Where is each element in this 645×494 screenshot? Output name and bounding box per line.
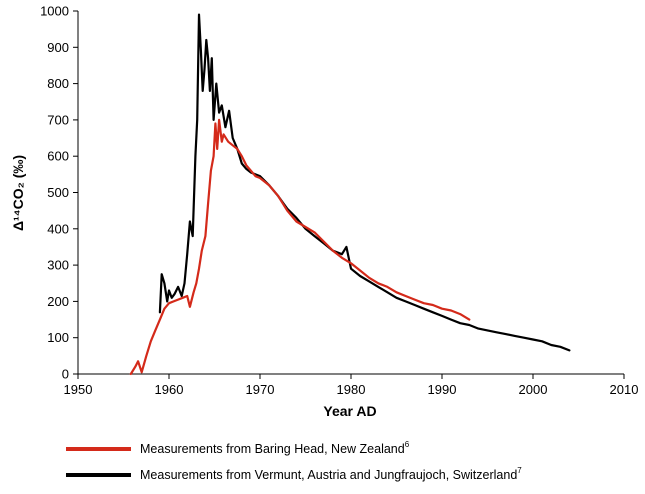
y-ticks: 0 100 200 300 400 500 600 700 800 900 1000 [40, 4, 78, 382]
y-tick-label: 200 [47, 294, 69, 309]
x-tick-label: 1980 [337, 382, 366, 397]
series-line-vermunt-jungfraujoch [158, 13, 571, 352]
legend-label: Measurements from Baring Head, New Zeala… [140, 440, 410, 456]
x-ticks: 1950 1960 1970 1980 1990 2000 2010 [64, 374, 639, 397]
legend-footnote: 7 [517, 466, 522, 475]
y-tick-label: 600 [47, 149, 69, 164]
x-tick-label: 2000 [519, 382, 548, 397]
x-tick-label: 2010 [610, 382, 639, 397]
y-axis-title: Δ¹⁴CO₂ (‰) [10, 155, 26, 231]
y-tick-label: 1000 [40, 4, 69, 19]
x-tick-label: 1960 [155, 382, 184, 397]
x-tick-label: 1990 [428, 382, 457, 397]
series-layer [129, 13, 571, 376]
x-tick-label: 1970 [246, 382, 275, 397]
legend-label-text: Measurements from Baring Head, New Zeala… [140, 442, 405, 456]
y-tick-label: 100 [47, 330, 69, 345]
x-axis-title: Year AD [323, 403, 376, 419]
series-line-baring-head [129, 118, 471, 376]
y-tick-label: 700 [47, 112, 69, 127]
legend: Measurements from Baring Head, New Zeala… [66, 440, 522, 482]
y-tick-label: 300 [47, 258, 69, 273]
legend-label: Measurements from Vermunt, Austria and J… [140, 466, 522, 482]
y-tick-label: 800 [47, 76, 69, 91]
y-tick-label: 0 [62, 367, 69, 382]
y-tick-label: 500 [47, 185, 69, 200]
plot-area: 1950 1960 1970 1980 1990 2000 2010 0 100 200 300 4… [40, 4, 638, 398]
y-tick-label: 900 [47, 40, 69, 55]
legend-footnote: 6 [405, 440, 410, 449]
legend-label-text: Measurements from Vermunt, Austria and J… [140, 468, 517, 482]
y-tick-label: 400 [47, 221, 69, 236]
x-tick-label: 1950 [64, 382, 93, 397]
